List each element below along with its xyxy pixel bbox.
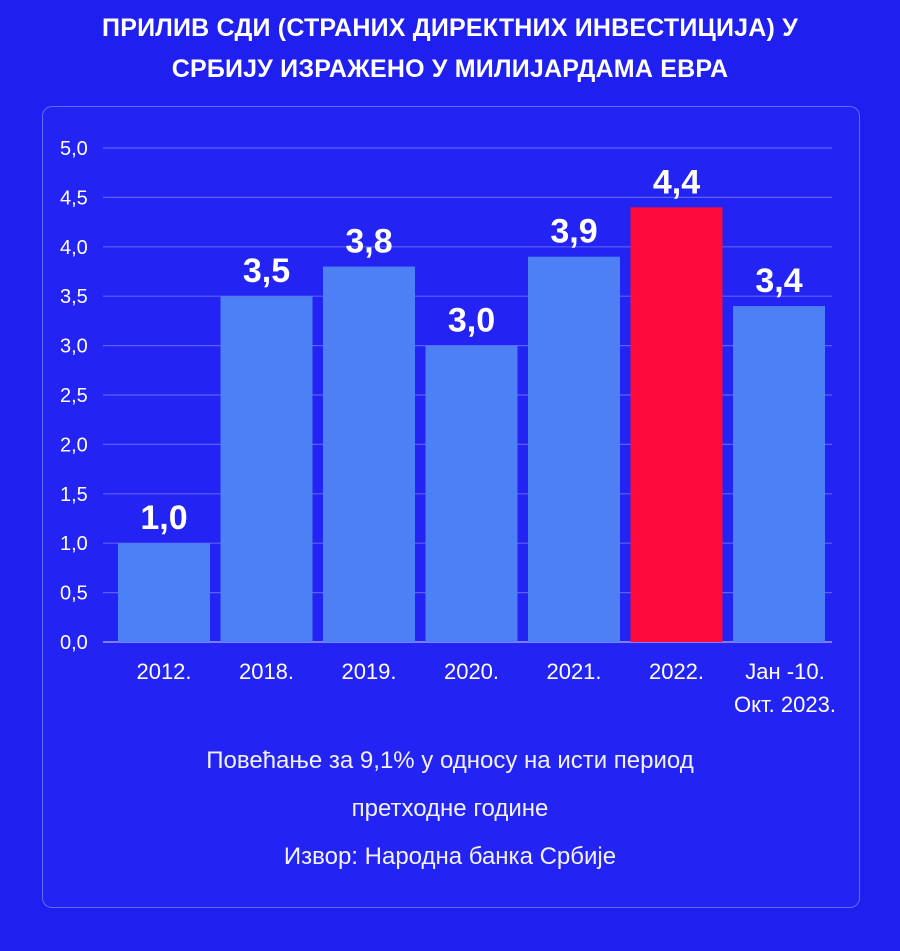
bar-value-label: 4,4 [653, 163, 700, 201]
bar [425, 345, 518, 642]
bar [118, 543, 210, 642]
x-tick-label: 2012. [136, 659, 191, 684]
y-tick-label: 1,0 [60, 533, 88, 555]
y-tick-label: 1,5 [60, 484, 88, 506]
bar-value-label: 1,0 [140, 499, 187, 537]
y-tick-label: 5,0 [60, 138, 88, 160]
x-tick-label: 2018. [239, 659, 294, 684]
bar-value-label: 3,8 [345, 223, 392, 261]
y-tick-label: 0,0 [60, 632, 88, 654]
x-tick-label: 2022. [649, 659, 704, 684]
bar-value-label: 3,5 [243, 252, 290, 290]
footer-note-line-2: претходне године [351, 795, 549, 822]
bar-value-label: 3,0 [448, 302, 495, 340]
bar [220, 296, 313, 642]
bar [323, 266, 415, 642]
y-tick-label: 2,0 [60, 434, 88, 456]
chart-title: ПРИЛИВ СДИ (СТРАНИХ ДИРЕКТНИХ ИНВЕСТИЦИЈ… [0, 8, 900, 90]
y-tick-label: 3,5 [60, 286, 88, 308]
x-tick-label: Јан -10. [745, 659, 824, 684]
bar [733, 306, 825, 642]
chart-title-line-1: ПРИЛИВ СДИ (СТРАНИХ ДИРЕКТНИХ ИНВЕСТИЦИЈ… [102, 14, 798, 42]
y-tick-label: 4,5 [60, 187, 88, 209]
y-tick-label: 4,0 [60, 237, 88, 259]
x-tick-label: 2019. [341, 659, 396, 684]
bar [528, 256, 620, 642]
y-tick-label: 2,5 [60, 385, 88, 407]
footer-source: Извор: Народна банка Србије [283, 843, 617, 870]
y-tick-label: 3,0 [60, 336, 88, 358]
x-tick-label: Окт. 2023. [734, 692, 836, 717]
bar-value-label: 3,4 [755, 262, 802, 300]
x-tick-label: 2021. [546, 659, 601, 684]
bar-chart: 0,0 0,5 1,0 1,5 2,0 2,5 3,0 3,5 4,0 4,5 5,0 1,0 2012… [60, 138, 836, 717]
chart-title-line-2: СРБИЈУ ИЗРАЖЕНО У МИЛИЈАРДАМА ЕВРА [171, 55, 729, 83]
footer-note-line-1: Повећање за 9,1% у односу на исти период [206, 747, 694, 774]
y-tick-label: 0,5 [60, 583, 88, 605]
highlighted-bar [630, 207, 723, 642]
bar-value-label: 3,9 [550, 213, 597, 251]
x-tick-label: 2020. [444, 659, 499, 684]
